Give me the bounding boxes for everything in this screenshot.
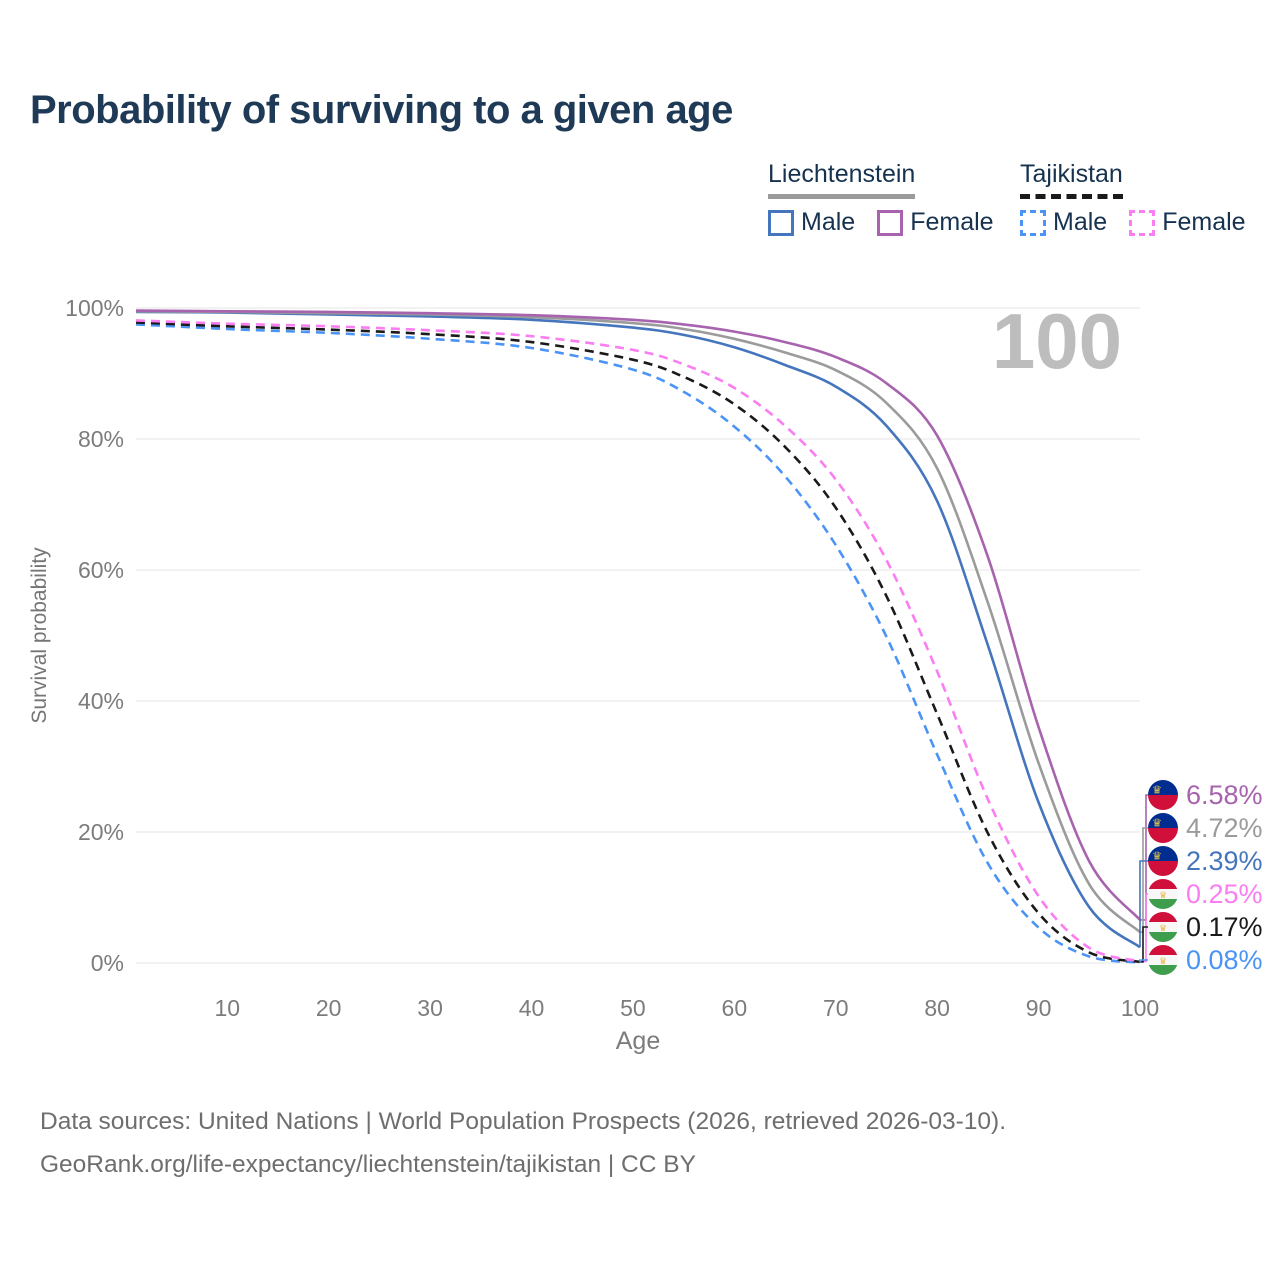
y-tick-label: 20%: [78, 819, 124, 845]
x-tick-label: 90: [1026, 995, 1052, 1021]
y-tick-label: 100%: [65, 295, 124, 321]
x-axis-title: Age: [616, 1027, 660, 1055]
legend-item-liechtenstein-male[interactable]: Male: [768, 208, 855, 237]
x-tick-label: 100: [1121, 995, 1159, 1021]
series-line-li-male[interactable]: [135, 310, 1141, 949]
legend-item-liechtenstein-female[interactable]: Female: [877, 208, 994, 237]
y-tick-label: 40%: [78, 688, 124, 714]
x-tick-label: 40: [519, 995, 545, 1021]
end-label-leader: [1140, 827, 1148, 933]
legend-swatch-liechtenstein-male-icon: [768, 209, 794, 236]
y-tick-label: 80%: [78, 426, 124, 452]
page-title: Probability of surviving to a given age: [30, 88, 733, 132]
x-tick-label: 60: [722, 995, 748, 1021]
legend-swatch-tajikistan-male-icon: [1020, 209, 1046, 236]
footer: Data sources: United Nations | World Pop…: [40, 1100, 1006, 1186]
series-line-li-female[interactable]: [135, 309, 1141, 921]
x-tick-label: 70: [823, 995, 849, 1021]
y-tick-label: 0%: [91, 950, 124, 976]
end-label-leader: [1140, 926, 1148, 963]
series-line-li-all[interactable]: [135, 310, 1141, 934]
legend-group-liechtenstein: Liechtenstein Male Female: [768, 160, 994, 237]
x-tick-label: 50: [620, 995, 646, 1021]
end-label-leader: [1139, 860, 1148, 948]
legend-item-tajikistan-male[interactable]: Male: [1020, 208, 1107, 237]
legend-swatch-tajikistan-female-icon: [1129, 209, 1156, 236]
legend-item-tajikistan-female[interactable]: Female: [1129, 208, 1246, 237]
y-axis-title: Survival probability: [28, 547, 51, 724]
x-tick-label: 80: [924, 995, 950, 1021]
legend-item-label: Male: [801, 208, 856, 236]
legend-group-title-tajikistan: Tajikistan: [1020, 160, 1123, 199]
legend-group-tajikistan: Tajikistan Male Female: [1020, 160, 1246, 237]
series-line-tj-all[interactable]: [135, 321, 1141, 964]
footer-sources: Data sources: United Nations | World Pop…: [40, 1108, 1007, 1135]
end-label-leader: [1139, 959, 1148, 963]
legend-group-title-liechtenstein: Liechtenstein: [768, 160, 916, 199]
x-tick-label: 20: [316, 995, 342, 1021]
footer-attribution: GeoRank.org/life-expectancy/liechtenstei…: [40, 1151, 696, 1178]
legend-item-label: Female: [1162, 208, 1246, 236]
x-tick-label: 30: [417, 995, 443, 1021]
series-line-tj-male[interactable]: [135, 323, 1141, 964]
legend-swatch-liechtenstein-female-icon: [877, 209, 904, 236]
age-marker-watermark: 100: [992, 297, 1122, 385]
x-tick-label: 10: [214, 995, 240, 1021]
y-tick-label: 60%: [78, 557, 124, 583]
legend-item-label: Female: [910, 208, 994, 236]
series-line-tj-female[interactable]: [135, 319, 1141, 963]
legend-item-label: Male: [1053, 208, 1108, 236]
